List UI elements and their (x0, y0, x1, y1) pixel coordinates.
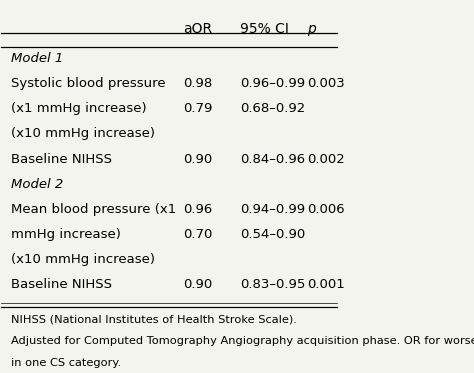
Text: 0.98: 0.98 (183, 77, 212, 90)
Text: 0.002: 0.002 (307, 153, 345, 166)
Text: (x10 mmHg increase): (x10 mmHg increase) (11, 128, 155, 140)
Text: 0.90: 0.90 (183, 278, 212, 291)
Text: Model 1: Model 1 (11, 52, 64, 65)
Text: 0.001: 0.001 (307, 278, 345, 291)
Text: 0.90: 0.90 (183, 153, 212, 166)
Text: 0.96: 0.96 (183, 203, 212, 216)
Text: 0.70: 0.70 (183, 228, 212, 241)
Text: Adjusted for Computed Tomography Angiography acquisition phase. OR for worsening: Adjusted for Computed Tomography Angiogr… (11, 336, 474, 347)
Text: Systolic blood pressure: Systolic blood pressure (11, 77, 166, 90)
Text: aOR: aOR (183, 22, 212, 36)
Text: mmHg increase): mmHg increase) (11, 228, 121, 241)
Text: 0.84–0.96: 0.84–0.96 (240, 153, 305, 166)
Text: NIHSS (National Institutes of Health Stroke Scale).: NIHSS (National Institutes of Health Str… (11, 314, 297, 324)
Text: 0.94–0.99: 0.94–0.99 (240, 203, 305, 216)
Text: 0.96–0.99: 0.96–0.99 (240, 77, 305, 90)
Text: 0.003: 0.003 (307, 77, 345, 90)
Text: 0.68–0.92: 0.68–0.92 (240, 102, 305, 115)
Text: Model 2: Model 2 (11, 178, 64, 191)
Text: p: p (307, 22, 316, 36)
Text: 0.79: 0.79 (183, 102, 212, 115)
Text: 0.006: 0.006 (307, 203, 345, 216)
Text: 0.54–0.90: 0.54–0.90 (240, 228, 305, 241)
Text: (x10 mmHg increase): (x10 mmHg increase) (11, 253, 155, 266)
Text: Baseline NIHSS: Baseline NIHSS (11, 278, 112, 291)
Text: 95% CI: 95% CI (240, 22, 289, 36)
Text: Baseline NIHSS: Baseline NIHSS (11, 153, 112, 166)
Text: Mean blood pressure (x1: Mean blood pressure (x1 (11, 203, 177, 216)
Text: (x1 mmHg increase): (x1 mmHg increase) (11, 102, 147, 115)
Text: 0.83–0.95: 0.83–0.95 (240, 278, 305, 291)
Text: in one CS category.: in one CS category. (11, 358, 122, 367)
